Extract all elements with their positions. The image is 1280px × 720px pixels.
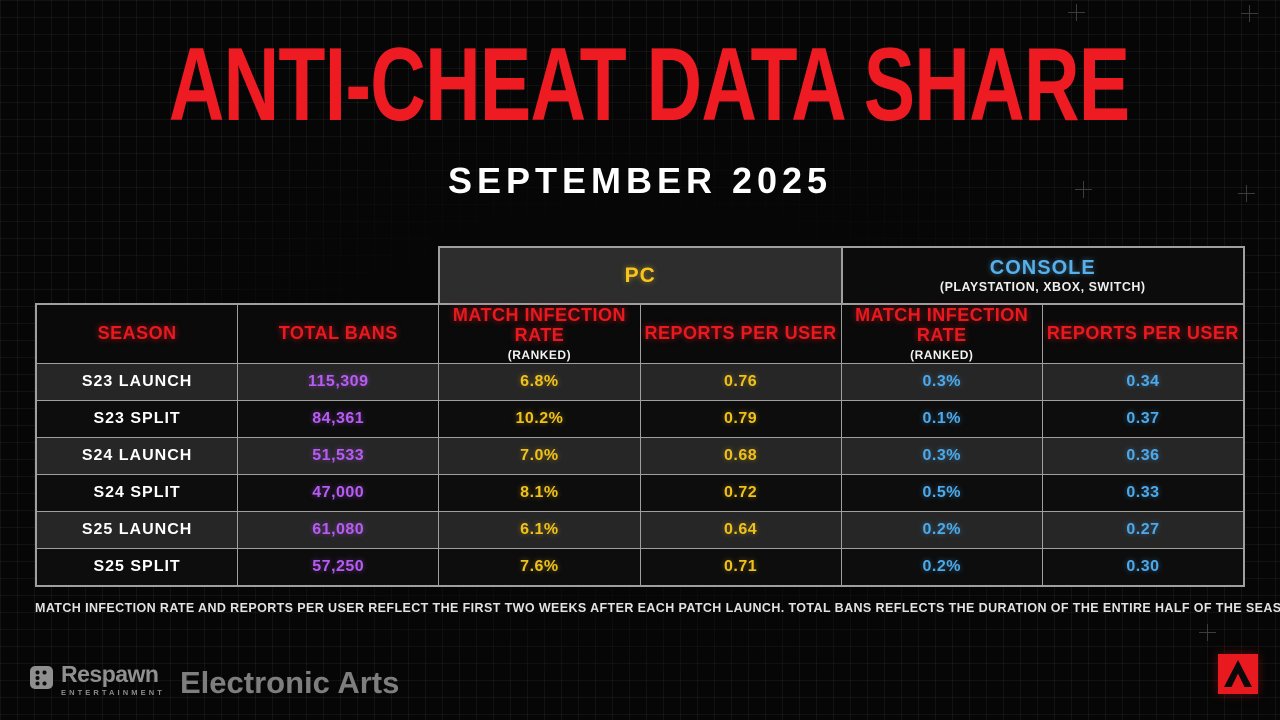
console-reports-per-user-cell: 0.34 xyxy=(1042,364,1243,400)
pc-match-infection-rate-cell: 8.1% xyxy=(439,475,640,511)
console-label: CONSOLE xyxy=(989,256,1096,279)
page-subtitle: SEPTEMBER 2025 xyxy=(447,160,833,201)
console-match-infection-rate-cell: 0.2% xyxy=(841,549,1042,585)
console-match-infection-rate-cell: 0.3% xyxy=(841,364,1042,400)
column-header-console-reports-per-user: REPORTS PER USER xyxy=(1042,305,1243,363)
season-cell: S25 LAUNCH xyxy=(37,512,238,548)
respawn-wordmark: Respawn xyxy=(61,661,159,687)
crosshair-mark xyxy=(1075,181,1092,198)
pc-match-infection-rate-cell: 10.2% xyxy=(439,401,640,437)
season-cell: S25 SPLIT xyxy=(37,549,238,585)
platform-group-header-row: PC CONSOLE (PLAYSTATION, XBOX, SWITCH) xyxy=(438,246,1245,303)
console-group-header: CONSOLE (PLAYSTATION, XBOX, SWITCH) xyxy=(841,246,1245,303)
console-match-infection-rate-cell: 0.2% xyxy=(841,512,1042,548)
pc-match-infection-rate-cell: 7.0% xyxy=(439,438,640,474)
total-bans-cell: 57,250 xyxy=(238,549,439,585)
crosshair-mark xyxy=(1241,5,1258,22)
pc-match-infection-rate-cell: 6.8% xyxy=(439,364,640,400)
column-header-pc-match-infection-rate: MATCH INFECTION RATE (RANKED) xyxy=(439,305,640,363)
total-bans-cell: 61,080 xyxy=(238,512,439,548)
column-header-pc-reports-per-user: REPORTS PER USER xyxy=(640,305,841,363)
pc-reports-per-user-cell: 0.64 xyxy=(640,512,841,548)
console-match-infection-rate-cell: 0.3% xyxy=(841,438,1042,474)
total-bans-cell: 51,533 xyxy=(238,438,439,474)
season-cell: S23 LAUNCH xyxy=(37,364,238,400)
anticheat-data-table: PC CONSOLE (PLAYSTATION, XBOX, SWITCH) S… xyxy=(35,246,1245,587)
total-bans-cell: 47,000 xyxy=(238,475,439,511)
electronic-arts-wordmark: Electronic Arts xyxy=(180,665,400,700)
console-match-infection-rate-cell: 0.1% xyxy=(841,401,1042,437)
column-header-total-bans: TOTAL BANS xyxy=(238,305,439,363)
season-cell: S24 LAUNCH xyxy=(37,438,238,474)
pc-reports-per-user-cell: 0.76 xyxy=(640,364,841,400)
crosshair-mark xyxy=(1199,624,1216,641)
pc-reports-per-user-cell: 0.68 xyxy=(640,438,841,474)
pc-match-infection-rate-cell: 6.1% xyxy=(439,512,640,548)
table-footnote: MATCH INFECTION RATE AND REPORTS PER USE… xyxy=(35,601,1280,615)
data-table-grid: SEASON TOTAL BANS MATCH INFECTION RATE (… xyxy=(35,303,1245,587)
console-sublabel: (PLAYSTATION, XBOX, SWITCH) xyxy=(939,279,1146,294)
console-reports-per-user-cell: 0.33 xyxy=(1042,475,1243,511)
pc-group-header: PC xyxy=(438,246,842,303)
respawn-entertainment-label: ENTERTAINMENT xyxy=(61,688,165,697)
crosshair-mark xyxy=(1238,185,1255,202)
total-bans-cell: 115,309 xyxy=(238,364,439,400)
season-cell: S24 SPLIT xyxy=(37,475,238,511)
pc-reports-per-user-cell: 0.71 xyxy=(640,549,841,585)
apex-legends-logo-icon xyxy=(1218,654,1258,694)
respawn-logo: Respawn ENTERTAINMENT xyxy=(30,663,165,697)
total-bans-cell: 84,361 xyxy=(238,401,439,437)
console-reports-per-user-cell: 0.27 xyxy=(1042,512,1243,548)
respawn-logo-icon xyxy=(30,666,53,694)
season-cell: S23 SPLIT xyxy=(37,401,238,437)
pc-reports-per-user-cell: 0.79 xyxy=(640,401,841,437)
console-match-infection-rate-cell: 0.5% xyxy=(841,475,1042,511)
crosshair-mark xyxy=(1068,4,1085,21)
pc-match-infection-rate-cell: 7.6% xyxy=(439,549,640,585)
console-reports-per-user-cell: 0.30 xyxy=(1042,549,1243,585)
console-reports-per-user-cell: 0.37 xyxy=(1042,401,1243,437)
pc-label: PC xyxy=(624,263,656,287)
console-reports-per-user-cell: 0.36 xyxy=(1042,438,1243,474)
pc-reports-per-user-cell: 0.72 xyxy=(640,475,841,511)
column-header-season: SEASON xyxy=(37,305,238,363)
page-title: ANTI-CHEAT DATA SHARE xyxy=(168,27,1130,143)
column-header-console-match-infection-rate: MATCH INFECTION RATE (RANKED) xyxy=(841,305,1042,363)
